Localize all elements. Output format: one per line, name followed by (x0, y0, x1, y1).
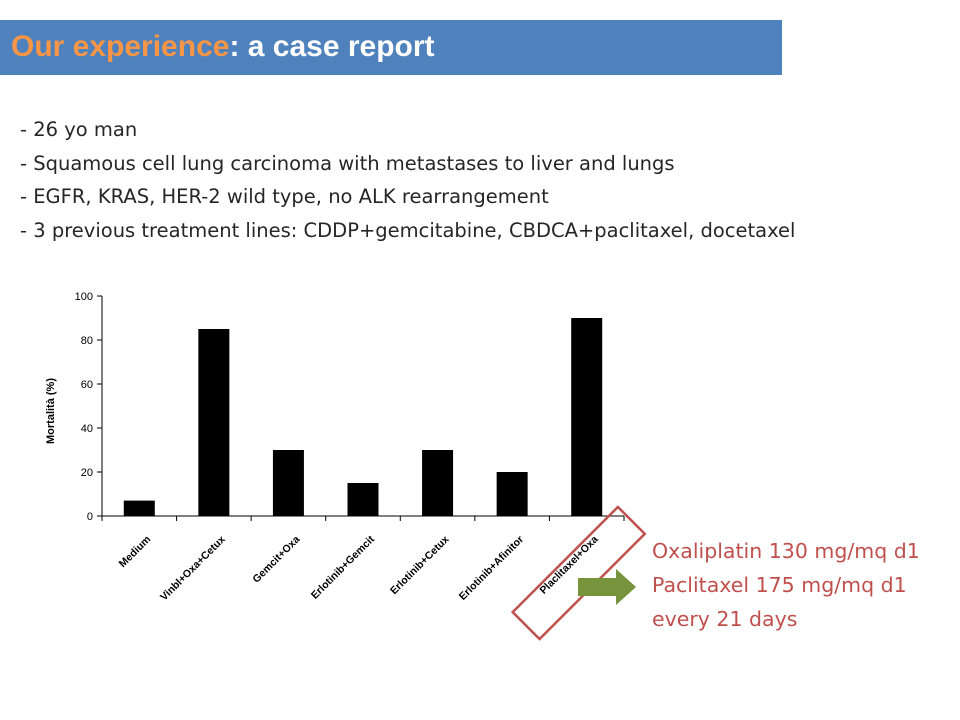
y-tick-labels: 0 20 40 60 80 100 (75, 291, 93, 523)
bar-4 (422, 450, 454, 516)
x-tick-label: Erlotinib+Cetux (388, 533, 452, 597)
x-tick-labels: Medium Vinbl+Oxa+Cetux Gemcit+Oxa Erlotinib… (117, 533, 601, 603)
title-bar: Our experience: a case report (0, 20, 782, 75)
y-tick-label: 60 (81, 379, 93, 391)
regimen-line-oxaliplatin: Oxaliplatin 130 mg/mq d1 (652, 539, 920, 563)
regimen-line-schedule: every 21 days (652, 607, 798, 631)
regimen-note: Oxaliplatin 130 mg/mq d1 Paclitaxel 175 … (652, 534, 920, 636)
regimen-line-paclitaxel: Paclitaxel 175 mg/mq d1 (652, 573, 907, 597)
y-tick-label: 80 (81, 335, 93, 347)
bullet-diagnosis: - Squamous cell lung carcinoma with meta… (20, 151, 675, 175)
case-bullet-list: - 26 yo man - Squamous cell lung carcino… (20, 113, 795, 247)
y-tick-label: 100 (75, 291, 93, 303)
bar-1 (198, 329, 230, 516)
x-tick-label: Medium (117, 533, 154, 570)
bar-5 (496, 472, 528, 516)
bar-6 (571, 318, 603, 516)
arrow-shape (578, 569, 636, 605)
bar-3 (347, 483, 379, 516)
bar-2 (272, 450, 304, 516)
y-tick-label: 0 (87, 511, 93, 523)
bar-0 (123, 500, 155, 516)
right-arrow-icon (578, 569, 636, 605)
slide-title: Our experience: a case report (11, 24, 435, 70)
title-rest: : a case report (229, 30, 435, 63)
bullet-mutations: - EGFR, KRAS, HER-2 wild type, no ALK re… (20, 185, 549, 208)
y-axis-label: Mortalità (%) (45, 378, 57, 444)
chart-bars (123, 318, 603, 516)
y-tick-label: 20 (81, 467, 93, 479)
x-tick-label: Vinbl+Oxa+Cetux (158, 533, 228, 603)
bullet-previous-lines: - 3 previous treatment lines: CDDP+gemci… (20, 218, 796, 242)
bullet-age: - 26 yo man (20, 118, 138, 141)
x-tick-label: Gemcit+Oxa (250, 533, 302, 585)
x-tick-label: Erlotinib+Afinitor (457, 533, 526, 602)
title-accent: Our experience (11, 30, 230, 63)
x-tick-label: Erlotinib+Gemcit (309, 533, 377, 601)
y-tick-label: 40 (81, 423, 93, 435)
